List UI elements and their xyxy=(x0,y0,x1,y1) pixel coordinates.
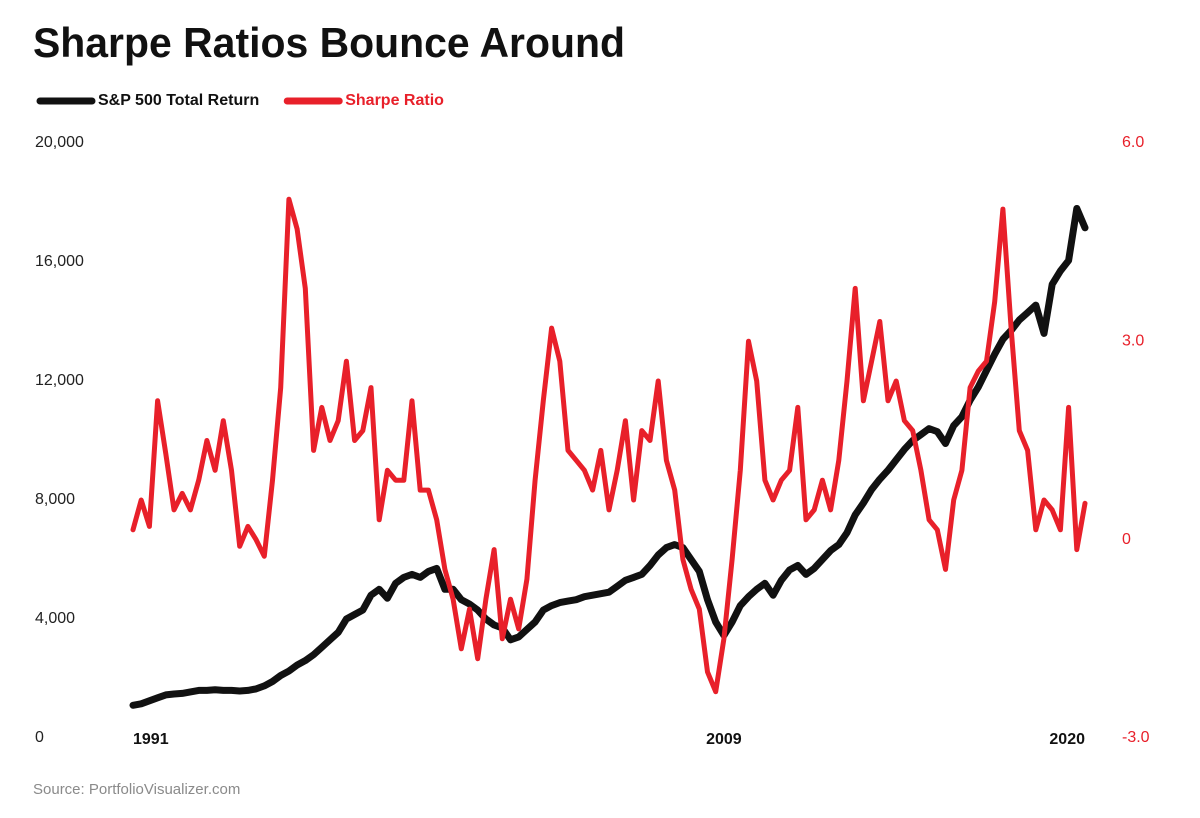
y-tick-label: 0 xyxy=(35,729,44,746)
y-tick-label: 16,000 xyxy=(35,253,84,270)
legend-label: Sharpe Ratio xyxy=(345,92,444,109)
y2-tick-label: 3.0 xyxy=(1122,333,1144,350)
source-note: Source: PortfolioVisualizer.com xyxy=(33,781,240,798)
legend-label: S&P 500 Total Return xyxy=(98,92,259,109)
x-tick-label: 2020 xyxy=(1049,731,1085,748)
y-tick-label: 12,000 xyxy=(35,372,84,389)
series-line xyxy=(130,196,1088,695)
chart-title: Sharpe Ratios Bounce Around xyxy=(33,19,625,66)
y2-tick-label: 0 xyxy=(1122,531,1131,548)
series-line xyxy=(129,205,1089,709)
y-tick-label: 8,000 xyxy=(35,491,75,508)
y-tick-label: 4,000 xyxy=(35,610,75,627)
y2-tick-label: 6.0 xyxy=(1122,134,1144,151)
x-tick-label: 2009 xyxy=(706,731,742,748)
x-tick-label: 1991 xyxy=(133,731,169,748)
y-tick-label: 20,000 xyxy=(35,134,84,151)
y2-tick-label: -3.0 xyxy=(1122,729,1150,746)
